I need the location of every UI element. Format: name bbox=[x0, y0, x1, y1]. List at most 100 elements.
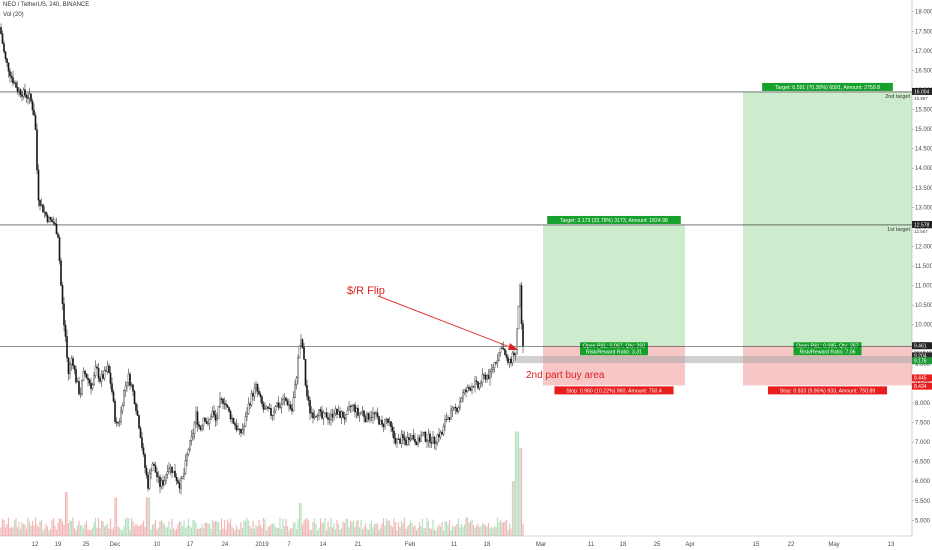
candle-body bbox=[364, 416, 367, 422]
volume-bar bbox=[477, 523, 479, 536]
volume-bar bbox=[111, 529, 113, 536]
volume-bar bbox=[163, 524, 166, 536]
candle-body bbox=[454, 406, 457, 409]
candle-body bbox=[283, 397, 286, 400]
y-tick-label: 8.000 bbox=[915, 401, 931, 407]
candle-body bbox=[73, 365, 76, 370]
volume-bar bbox=[487, 522, 490, 536]
volume-bar bbox=[304, 519, 307, 536]
volume-bar bbox=[112, 527, 115, 536]
candle-body bbox=[385, 418, 388, 420]
candle-body bbox=[469, 388, 472, 391]
volume-bar bbox=[358, 527, 361, 536]
volume-bar bbox=[426, 517, 428, 536]
x-tick-label: 18 bbox=[620, 542, 627, 548]
pnl-line1-2: Open P&L: 0.085, Qty: 267 bbox=[796, 344, 858, 350]
volume-bar bbox=[51, 520, 53, 536]
candle-body bbox=[90, 383, 92, 389]
volume-bar bbox=[0, 527, 2, 536]
volume-bar bbox=[175, 528, 178, 536]
volume-bar bbox=[280, 528, 283, 536]
volume-bar bbox=[420, 525, 422, 536]
level-tag-sub-1: 15.967 bbox=[914, 96, 928, 101]
candle-body bbox=[42, 204, 44, 213]
candle-body bbox=[516, 328, 518, 355]
candle-body bbox=[465, 389, 467, 392]
candle-body bbox=[268, 408, 271, 410]
volume-bar bbox=[79, 525, 82, 536]
candle-body bbox=[54, 222, 56, 225]
volume-bar bbox=[442, 530, 445, 536]
volume-bar bbox=[471, 519, 473, 536]
candle-body bbox=[462, 392, 464, 399]
candle-body bbox=[81, 380, 83, 395]
volume-bar bbox=[66, 492, 68, 536]
price-tag-bg-3 bbox=[912, 374, 932, 382]
volume-bar bbox=[496, 517, 499, 536]
candle-body bbox=[118, 421, 121, 424]
candle-body bbox=[453, 406, 455, 409]
y-tick-label: 17.500 bbox=[915, 29, 932, 35]
volume-bar bbox=[414, 525, 416, 536]
volume-bar bbox=[459, 527, 461, 536]
candle-body bbox=[328, 419, 331, 421]
candle-body bbox=[189, 440, 191, 450]
annotation-buy-area: 2nd part buy area bbox=[526, 370, 605, 381]
volume-bar bbox=[382, 518, 385, 536]
price-axis[interactable]: 5.0005.5006.0006.5007.0007.5008.0008.500… bbox=[911, 0, 932, 550]
volume-bar bbox=[150, 529, 152, 536]
time-axis[interactable]: 12 19 25 Dec 10 17 24 2019 7 14 21 Feb 11 18 Mar 11 18 25… bbox=[0, 535, 932, 550]
candle-body bbox=[502, 347, 505, 350]
volume-bar bbox=[502, 522, 505, 536]
candle-body bbox=[166, 471, 169, 475]
candle-body bbox=[493, 362, 496, 369]
volume-bar bbox=[498, 522, 500, 536]
candle-body bbox=[250, 393, 253, 406]
candle-body bbox=[256, 384, 259, 392]
volume-bar bbox=[321, 522, 323, 536]
volume-bar bbox=[183, 520, 185, 536]
candle-body bbox=[391, 426, 394, 432]
volume-bar bbox=[252, 521, 254, 536]
volume-bar bbox=[231, 525, 233, 536]
volume-bar bbox=[207, 523, 209, 536]
volume-bar bbox=[486, 526, 488, 536]
y-tick-label: 18.000 bbox=[915, 10, 932, 16]
candle-body bbox=[501, 347, 503, 349]
candle-body bbox=[241, 429, 244, 434]
level-tag-bg-1 bbox=[912, 87, 932, 95]
candle-body bbox=[52, 221, 55, 224]
volume-bar bbox=[298, 503, 301, 536]
candle-body bbox=[475, 380, 478, 382]
volume-bar bbox=[160, 520, 163, 536]
y-tick-label: 15.500 bbox=[915, 108, 932, 114]
candle-body bbox=[388, 421, 391, 423]
candle-body bbox=[292, 397, 295, 412]
candle-body bbox=[456, 407, 458, 412]
candle-body bbox=[100, 374, 103, 382]
candle-body bbox=[298, 345, 301, 359]
volume-bar bbox=[232, 528, 235, 536]
candle-body bbox=[414, 439, 416, 443]
volume-bar bbox=[265, 530, 268, 536]
candle-body bbox=[472, 386, 475, 388]
candle-body bbox=[150, 470, 152, 475]
candle-body bbox=[315, 416, 317, 418]
candle-body bbox=[370, 417, 373, 419]
target-label-1: Target: 3.173 (33.78%) 3173, Amount: 182… bbox=[560, 218, 668, 224]
candle-body bbox=[145, 467, 148, 476]
volume-bar bbox=[202, 528, 205, 536]
x-tick-label: 17 bbox=[187, 542, 194, 548]
volume-bar bbox=[501, 522, 503, 536]
volume-bar bbox=[1, 518, 4, 536]
volume-bar bbox=[463, 524, 466, 536]
volume-bar bbox=[364, 523, 367, 536]
volume-bar bbox=[192, 519, 194, 536]
candle-body bbox=[1, 33, 4, 44]
volume-bar bbox=[67, 523, 70, 536]
candle-body bbox=[340, 411, 343, 418]
candle-body bbox=[244, 416, 247, 427]
volume-bar bbox=[399, 526, 401, 536]
candle-body bbox=[510, 358, 512, 364]
